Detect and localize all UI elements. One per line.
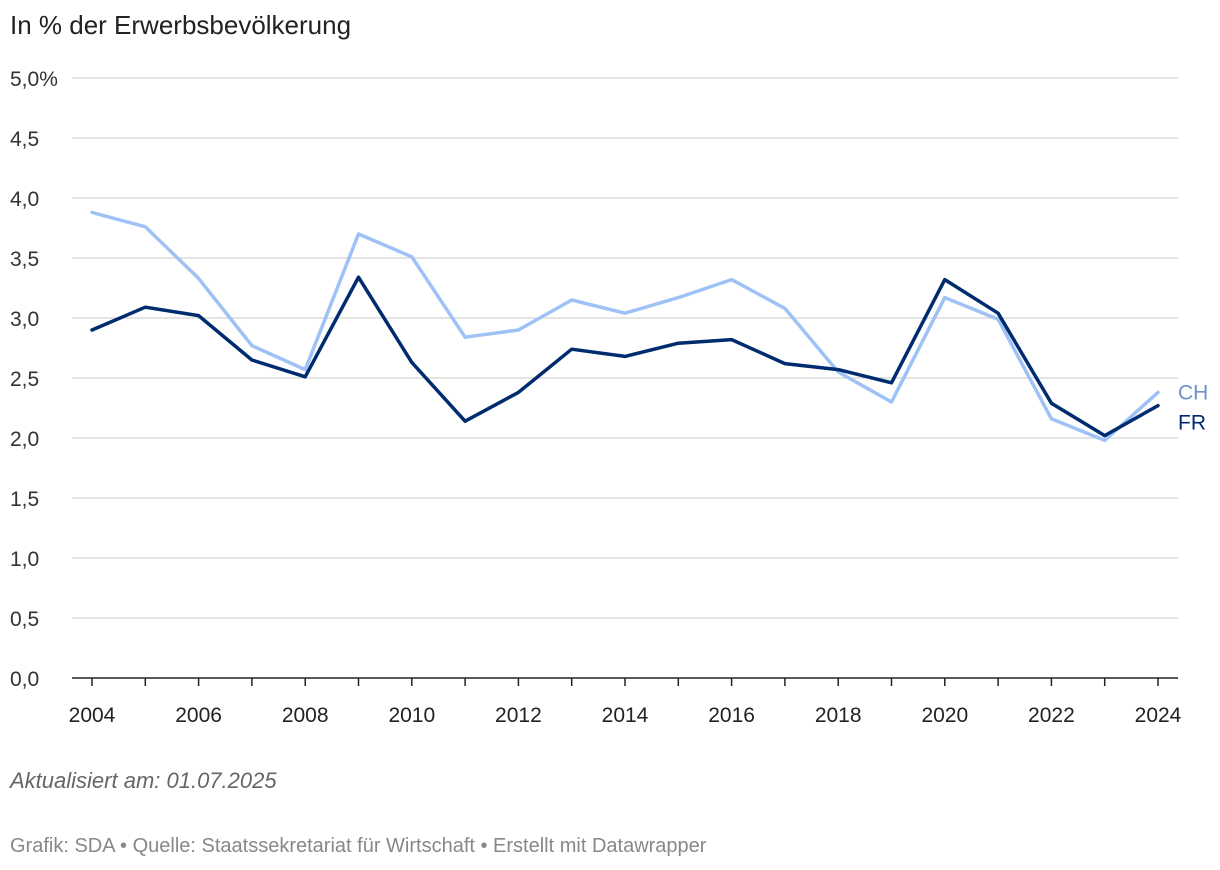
update-note: Aktualisiert am: 01.07.2025 xyxy=(10,768,277,793)
gridlines xyxy=(72,77,1178,679)
x-tick-label: 2024 xyxy=(1135,704,1182,727)
line-chart: 0,00,51,01,52,02,53,03,54,04,55,0% 2004 2… xyxy=(10,68,1208,727)
y-tick-label: 4,5 xyxy=(10,128,39,151)
series-labels: CH FR xyxy=(1178,381,1208,434)
x-tick-label: 2014 xyxy=(602,704,649,727)
y-axis-ticks: 0,0 0,5 1,0 1,5 2,0 2,5 3,0 3,5 4,0 4,5 5,0% xyxy=(10,68,58,691)
series-label-fr: FR xyxy=(1178,411,1206,434)
series-lines xyxy=(90,210,1160,443)
y-tick-label: 3,5 xyxy=(10,248,39,271)
y-tick-label: 1,0 xyxy=(10,548,39,571)
x-tick-label: 2006 xyxy=(175,704,222,727)
y-tick-label: 5,0% xyxy=(10,68,58,91)
source-footer: Grafik: SDA • Quelle: Staatssekretariat … xyxy=(10,835,707,857)
y-tick-label: 2,5 xyxy=(10,368,39,391)
y-tick-label: 3,0 xyxy=(10,308,39,331)
x-tick-label: 2016 xyxy=(708,704,755,727)
series-line-fr xyxy=(90,275,1160,438)
y-tick-label: 1,5 xyxy=(10,488,39,511)
chart-title: In % der Erwerbsbevölkerung xyxy=(10,10,352,40)
x-tick-label: 2008 xyxy=(282,704,329,727)
x-tick-label: 2020 xyxy=(921,704,968,727)
y-tick-label: 2,0 xyxy=(10,428,39,451)
y-tick-label: 0,5 xyxy=(10,608,39,631)
x-tick-label: 2022 xyxy=(1028,704,1075,727)
y-tick-label: 0,0 xyxy=(10,668,39,691)
x-tick-label: 2010 xyxy=(388,704,435,727)
y-tick-label: 4,0 xyxy=(10,188,39,211)
series-line-ch xyxy=(90,210,1160,443)
x-tick-label: 2004 xyxy=(69,704,116,727)
x-tick-label: 2018 xyxy=(815,704,862,727)
series-label-ch: CH xyxy=(1178,381,1208,404)
x-tick-label: 2012 xyxy=(495,704,542,727)
x-axis-ticks: 2004 2006 2008 2010 2012 2014 2016 2018 2020 2022… xyxy=(69,678,1182,727)
